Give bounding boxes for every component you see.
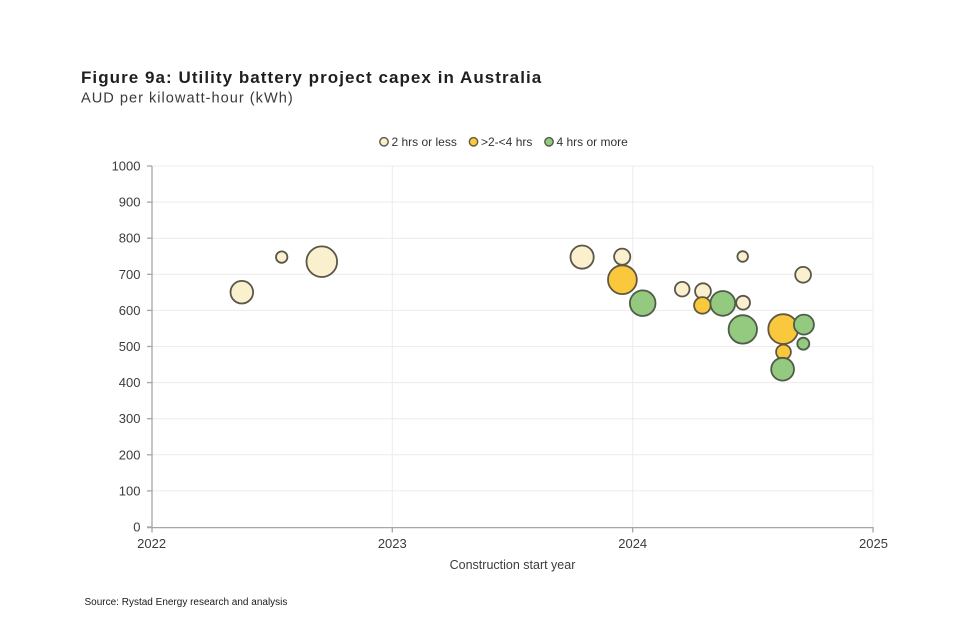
svg-text:Source: Rystad Energy research: Source: Rystad Energy research and analy… [85, 597, 288, 608]
svg-text:2 hrs or less: 2 hrs or less [392, 135, 457, 149]
svg-text:2024: 2024 [618, 536, 647, 551]
svg-text:100: 100 [119, 483, 141, 498]
svg-text:2025: 2025 [859, 536, 888, 551]
svg-text:AUD per kilowatt-hour (kWh): AUD per kilowatt-hour (kWh) [81, 91, 294, 107]
svg-text:4 hrs or more: 4 hrs or more [557, 135, 629, 149]
svg-text:900: 900 [119, 195, 141, 210]
svg-text:0: 0 [133, 520, 140, 535]
svg-text:>2-<4 hrs: >2-<4 hrs [481, 135, 532, 149]
svg-text:300: 300 [119, 411, 141, 426]
svg-text:800: 800 [119, 231, 141, 246]
svg-text:500: 500 [119, 339, 141, 354]
svg-text:2023: 2023 [378, 536, 407, 551]
svg-text:Construction start year: Construction start year [450, 558, 576, 572]
svg-text:200: 200 [119, 447, 141, 462]
svg-text:Figure 9a: Utility battery pro: Figure 9a: Utility battery project capex… [81, 68, 542, 87]
svg-text:700: 700 [119, 267, 141, 282]
svg-text:2022: 2022 [137, 536, 166, 551]
svg-text:400: 400 [119, 375, 141, 390]
svg-text:1000: 1000 [112, 159, 141, 174]
svg-text:600: 600 [119, 303, 141, 318]
